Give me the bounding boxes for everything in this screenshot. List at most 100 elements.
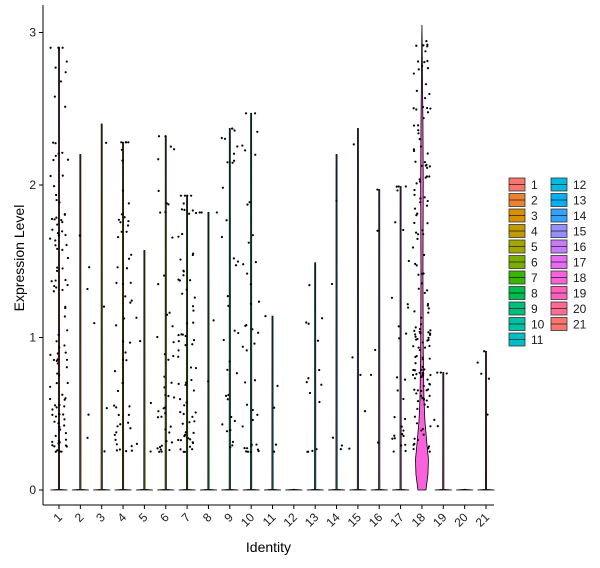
data-point xyxy=(61,393,64,396)
data-point xyxy=(415,264,418,267)
violin-14 xyxy=(328,154,346,491)
data-point xyxy=(160,450,163,453)
data-point xyxy=(417,273,420,276)
data-point xyxy=(124,141,127,144)
data-point xyxy=(129,427,132,430)
data-point xyxy=(251,234,254,237)
data-point xyxy=(189,438,192,441)
data-point xyxy=(423,161,427,164)
data-point xyxy=(127,413,130,416)
data-point xyxy=(179,258,182,261)
data-point xyxy=(413,437,416,440)
data-point xyxy=(305,381,308,384)
data-point xyxy=(194,211,198,215)
data-point xyxy=(116,425,119,428)
data-point xyxy=(411,246,415,249)
data-point xyxy=(428,357,431,360)
data-point xyxy=(424,176,427,179)
data-point xyxy=(125,450,128,453)
data-point xyxy=(52,358,56,362)
data-point xyxy=(121,358,125,361)
data-point xyxy=(421,356,424,359)
data-point xyxy=(60,450,63,453)
data-point xyxy=(428,394,431,397)
violin-16 xyxy=(370,189,388,491)
data-point xyxy=(61,46,64,49)
data-point xyxy=(393,415,396,419)
data-point xyxy=(116,266,119,269)
data-point xyxy=(125,267,129,270)
data-point xyxy=(167,394,170,398)
data-point xyxy=(415,231,418,234)
data-point xyxy=(125,359,128,362)
data-point xyxy=(184,381,188,384)
data-point xyxy=(54,154,57,158)
data-point xyxy=(164,135,167,138)
data-point xyxy=(256,448,260,451)
data-point xyxy=(194,366,198,370)
data-point xyxy=(234,264,238,267)
data-point xyxy=(121,189,125,192)
data-point xyxy=(51,413,54,417)
data-point xyxy=(412,107,415,110)
data-point xyxy=(184,334,187,338)
data-point xyxy=(416,438,420,442)
data-point xyxy=(415,108,418,111)
data-point xyxy=(122,340,125,343)
data-point xyxy=(412,345,415,348)
data-point xyxy=(177,235,180,238)
data-point xyxy=(53,95,56,98)
data-point xyxy=(236,145,239,148)
data-point xyxy=(115,431,118,434)
data-point xyxy=(172,396,176,399)
data-point xyxy=(415,44,418,47)
x-tick-label: 8 xyxy=(200,510,215,525)
data-point xyxy=(171,236,174,239)
data-point xyxy=(53,284,56,288)
data-point xyxy=(57,234,60,237)
data-point xyxy=(392,450,395,453)
data-point xyxy=(427,445,431,448)
data-point xyxy=(129,301,132,304)
data-point xyxy=(436,371,439,374)
data-point xyxy=(115,281,118,284)
data-point xyxy=(414,362,417,365)
data-point xyxy=(429,373,432,377)
data-point xyxy=(486,413,489,416)
data-point xyxy=(413,388,416,391)
data-point xyxy=(61,151,64,154)
data-point xyxy=(52,141,55,144)
legend-label-16: 16 xyxy=(573,240,587,254)
data-point xyxy=(308,391,312,395)
data-point xyxy=(61,221,64,224)
data-point xyxy=(415,182,418,185)
data-point xyxy=(59,428,62,431)
data-point xyxy=(58,201,61,204)
data-point xyxy=(61,267,64,270)
data-point xyxy=(53,445,56,448)
data-point xyxy=(330,282,334,286)
data-point xyxy=(415,89,418,92)
data-point xyxy=(418,371,421,374)
data-point xyxy=(181,232,184,236)
data-point xyxy=(186,194,189,197)
data-point xyxy=(420,375,423,379)
data-point xyxy=(139,340,142,343)
data-point xyxy=(87,413,90,416)
data-point xyxy=(413,310,416,313)
data-point xyxy=(272,450,276,453)
data-point xyxy=(115,406,118,409)
data-point xyxy=(192,339,196,342)
data-point xyxy=(157,283,160,286)
data-point xyxy=(121,381,124,385)
data-point xyxy=(54,279,57,282)
data-point xyxy=(184,383,187,386)
data-point xyxy=(102,305,106,308)
data-point xyxy=(246,203,249,206)
data-point xyxy=(417,68,420,71)
data-point xyxy=(402,429,405,432)
data-point xyxy=(251,328,254,331)
data-point xyxy=(135,316,138,319)
data-point xyxy=(120,213,124,216)
